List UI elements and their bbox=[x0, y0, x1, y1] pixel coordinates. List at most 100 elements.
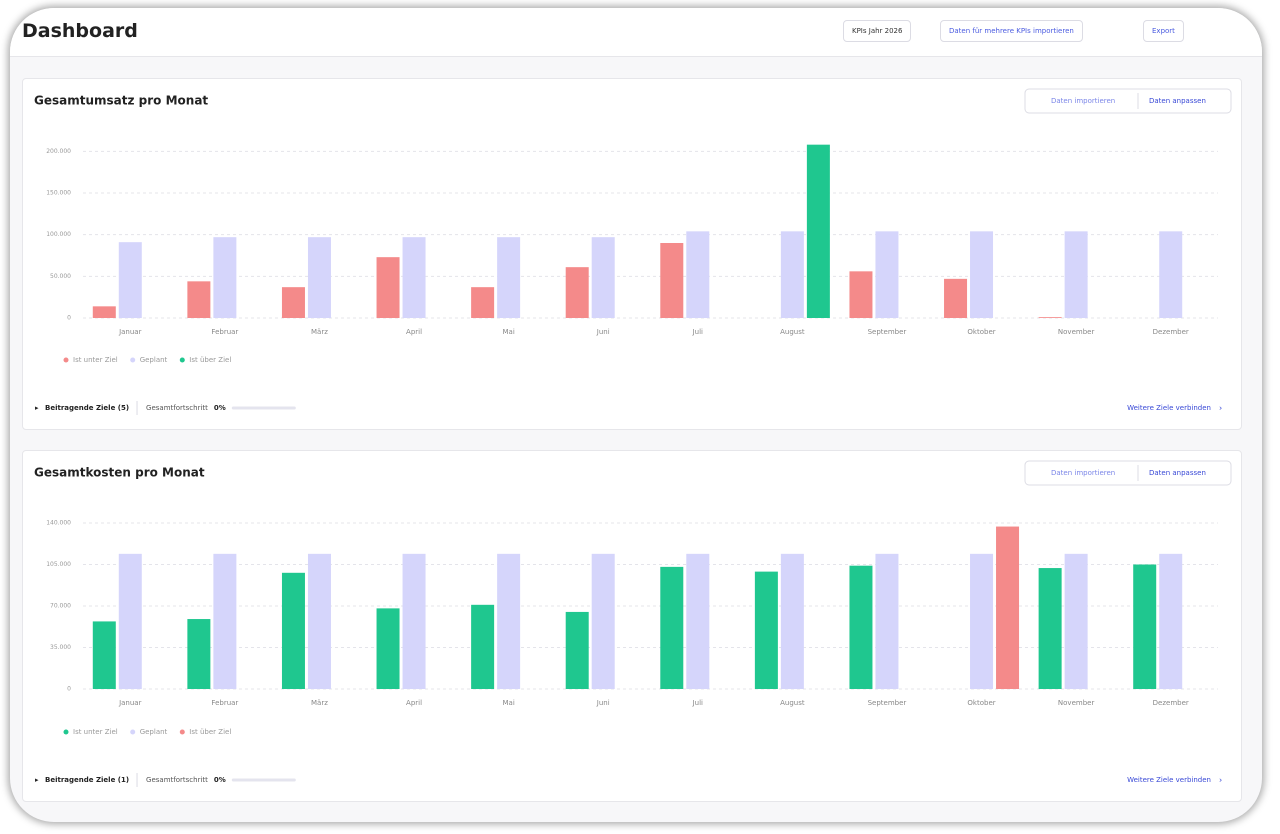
legend-swatch bbox=[130, 729, 136, 735]
adjust-button[interactable]: Daten anpassen bbox=[1149, 97, 1206, 105]
progress-bar bbox=[231, 406, 296, 410]
bar bbox=[849, 565, 873, 689]
bar bbox=[497, 553, 521, 689]
x-tick-label: Februar bbox=[211, 328, 238, 336]
bar bbox=[849, 271, 873, 318]
y-tick-label: 0 bbox=[67, 686, 71, 693]
bar bbox=[591, 237, 615, 318]
x-tick-label: August bbox=[780, 699, 805, 707]
bar bbox=[118, 242, 142, 318]
legend-swatch bbox=[63, 357, 69, 363]
bar bbox=[92, 621, 116, 689]
x-tick-label: Mai bbox=[502, 328, 514, 336]
bar bbox=[471, 287, 495, 318]
bar bbox=[187, 619, 211, 689]
y-tick-label: 50.000 bbox=[50, 273, 71, 280]
bar bbox=[875, 231, 899, 318]
bar bbox=[1159, 231, 1183, 318]
x-tick-label: September bbox=[868, 699, 907, 707]
progress-value: 0% bbox=[214, 404, 226, 412]
x-tick-label: Dezember bbox=[1153, 699, 1189, 707]
bar bbox=[497, 237, 521, 318]
app-frame: Dashboard KPIs Jahr 2026 Daten für mehre… bbox=[10, 8, 1262, 822]
legend-swatch bbox=[130, 357, 136, 363]
y-tick-label: 200.000 bbox=[46, 148, 71, 155]
x-tick-label: Oktober bbox=[967, 328, 995, 336]
connect-goals-link[interactable]: Weitere Ziele verbinden bbox=[1127, 404, 1211, 412]
contributing-goals-toggle[interactable]: Beitragende Ziele (1) bbox=[45, 776, 129, 784]
chart-card: Gesamtumsatz pro Monat Daten importieren D… bbox=[22, 78, 1242, 430]
bar bbox=[376, 257, 400, 318]
bar bbox=[1133, 564, 1157, 689]
bar bbox=[996, 526, 1020, 689]
x-tick-label: Juni bbox=[596, 699, 610, 707]
connect-goals-link[interactable]: Weitere Ziele verbinden bbox=[1127, 776, 1211, 784]
bar bbox=[806, 144, 830, 318]
legend-label: Geplant bbox=[140, 356, 168, 364]
legend-swatch bbox=[63, 729, 69, 735]
x-tick-label: November bbox=[1058, 328, 1095, 336]
y-tick-label: 0 bbox=[67, 315, 71, 322]
import-button[interactable]: Daten importieren bbox=[1051, 469, 1115, 477]
legend-label: Ist über Ziel bbox=[189, 356, 231, 364]
contributing-goals-toggle[interactable]: Beitragende Ziele (5) bbox=[45, 404, 129, 412]
bar bbox=[187, 281, 211, 318]
x-tick-label: April bbox=[406, 699, 422, 707]
button-group bbox=[1024, 460, 1232, 486]
bar bbox=[780, 231, 804, 318]
bar bbox=[565, 611, 589, 689]
adjust-button[interactable]: Daten anpassen bbox=[1149, 469, 1206, 477]
import-button[interactable]: Daten für mehrere KPIs importieren bbox=[940, 20, 1083, 42]
bar bbox=[281, 572, 305, 689]
link-arrow: › bbox=[1219, 404, 1222, 413]
progress-label: Gesamtfortschritt bbox=[146, 404, 208, 412]
bar bbox=[1038, 317, 1062, 318]
legend-label: Ist unter Ziel bbox=[73, 728, 118, 736]
bar bbox=[213, 553, 237, 689]
legend-label: Ist unter Ziel bbox=[73, 356, 118, 364]
export-button[interactable]: Export bbox=[1143, 20, 1184, 42]
y-tick-label: 35.000 bbox=[50, 644, 71, 651]
chart-title: Gesamtumsatz pro Monat bbox=[34, 94, 208, 108]
bar bbox=[118, 553, 142, 689]
bar bbox=[307, 553, 331, 689]
card-content: Gesamtumsatz pro Monat Daten importieren D… bbox=[34, 88, 1232, 415]
page-title: Dashboard bbox=[22, 20, 138, 42]
x-tick-label: Oktober bbox=[967, 699, 995, 707]
x-tick-label: November bbox=[1058, 699, 1095, 707]
x-tick-label: Juli bbox=[692, 328, 703, 336]
bar bbox=[307, 237, 331, 318]
bar bbox=[402, 237, 426, 318]
bar bbox=[1159, 553, 1183, 689]
bar bbox=[686, 231, 710, 318]
x-tick-label: September bbox=[868, 328, 907, 336]
x-tick-label: April bbox=[406, 328, 422, 336]
link-arrow: › bbox=[1219, 776, 1222, 785]
top-bar: Dashboard KPIs Jahr 2026 Daten für mehre… bbox=[10, 8, 1262, 57]
bar bbox=[1064, 553, 1088, 689]
bar bbox=[1038, 568, 1062, 689]
button-group bbox=[1024, 88, 1232, 114]
x-tick-label: Januar bbox=[118, 699, 142, 707]
legend-label: Ist über Ziel bbox=[189, 728, 231, 736]
legend-label: Geplant bbox=[140, 728, 168, 736]
bar bbox=[970, 231, 994, 318]
x-tick-label: März bbox=[311, 328, 328, 336]
x-tick-label: Mai bbox=[502, 699, 514, 707]
bar bbox=[1064, 231, 1088, 318]
x-tick-label: Januar bbox=[118, 328, 142, 336]
legend-swatch bbox=[179, 357, 185, 363]
y-tick-label: 140.000 bbox=[46, 520, 71, 527]
import-button[interactable]: Daten importieren bbox=[1051, 97, 1115, 105]
toggle-icon: ▸ bbox=[35, 776, 39, 784]
bar bbox=[970, 553, 994, 689]
progress-bar bbox=[231, 778, 296, 782]
x-tick-label: März bbox=[311, 699, 328, 707]
y-tick-label: 150.000 bbox=[46, 190, 71, 197]
bar bbox=[660, 566, 684, 689]
x-tick-label: Juli bbox=[692, 699, 703, 707]
bar bbox=[875, 553, 899, 689]
year-select[interactable]: KPIs Jahr 2026 bbox=[843, 20, 912, 42]
progress-label: Gesamtfortschritt bbox=[146, 776, 208, 784]
